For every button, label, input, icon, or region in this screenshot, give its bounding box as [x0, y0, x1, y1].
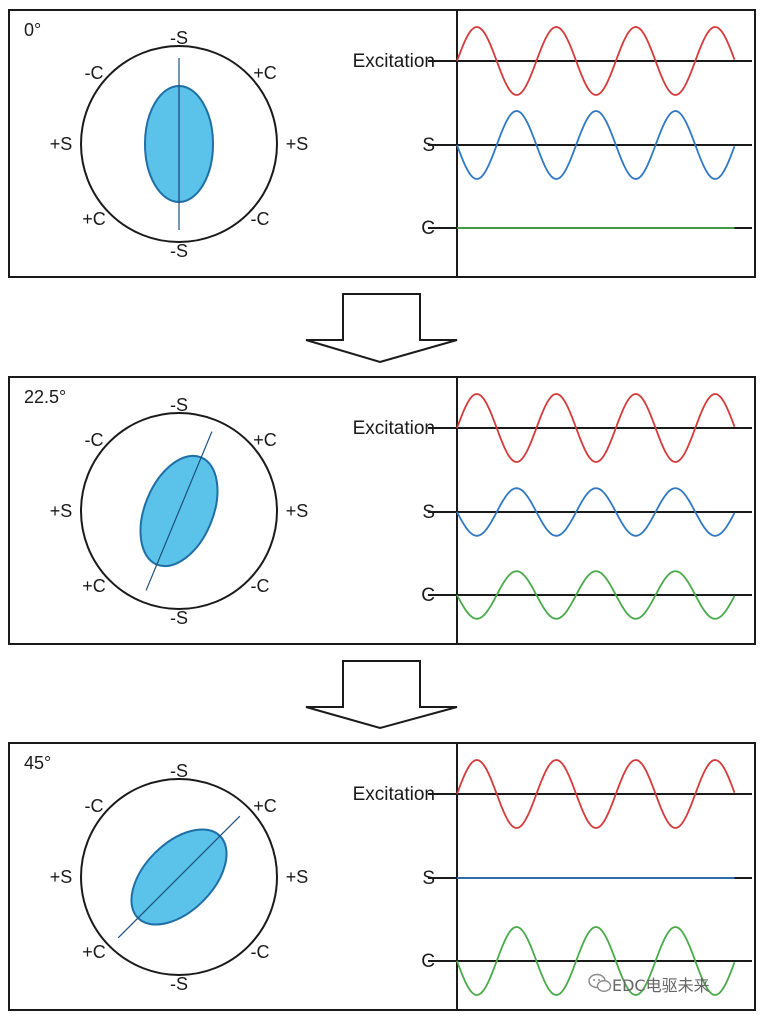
- ring-label-bottom: -S: [170, 974, 188, 994]
- excitation-label: Excitation: [353, 418, 435, 439]
- ring-label-top: -S: [170, 395, 188, 415]
- ring-label-top: -S: [170, 761, 188, 781]
- resolver-rotor-view: -S -S +S +S -C +C +C -C: [50, 395, 309, 628]
- ring-label-bottom: -S: [170, 608, 188, 628]
- excitation-wave: [456, 26, 736, 96]
- excitation-label: Excitation: [353, 784, 435, 805]
- resolver-rotor-view: -S -S +S +S -C +C +C -C: [50, 761, 309, 994]
- angle-label: 0°: [24, 20, 41, 40]
- stator-circle: [80, 412, 278, 610]
- ring-label-bottom-left: +C: [82, 942, 106, 962]
- panel-frame: [8, 742, 756, 1011]
- ring-label-right: +S: [286, 501, 309, 521]
- ring-label-bottom: -S: [170, 241, 188, 261]
- watermark: EDC电驱未来: [588, 973, 710, 995]
- down-arrow-0: [305, 293, 458, 364]
- signal-plot: Excitation S C: [353, 759, 752, 996]
- excitation-label: Excitation: [353, 51, 435, 72]
- panel-frame: [8, 9, 756, 278]
- ring-label-left: +S: [50, 867, 73, 887]
- ring-label-bottom-left: +C: [82, 576, 106, 596]
- ring-label-top: -S: [170, 28, 188, 48]
- excitation-wave: [456, 759, 736, 829]
- ring-label-right: +S: [286, 134, 309, 154]
- panel-2: 45° -S -S +S +S -C +C +C -C Excitation S…: [8, 742, 756, 1011]
- ring-label-left: +S: [50, 134, 73, 154]
- panel-0: 0° -S -S +S +S -C +C +C -C Excitation S …: [8, 9, 756, 278]
- ring-label-bottom-right: -C: [251, 942, 270, 962]
- ring-label-top-right: +C: [253, 63, 277, 83]
- rotor-axis-extension: [117, 815, 241, 939]
- ring-label-bottom-right: -C: [251, 209, 270, 229]
- signal-plot: Excitation S C: [353, 26, 752, 239]
- panel-frame: [8, 376, 756, 645]
- ring-label-top-left: -C: [85, 63, 104, 83]
- stator-circle: [80, 778, 278, 976]
- ring-label-top-right: +C: [253, 430, 277, 450]
- panel-1: 22.5° -S -S +S +S -C +C +C -C Excitation…: [8, 376, 756, 645]
- ring-label-top-left: -C: [85, 796, 104, 816]
- ring-label-left: +S: [50, 501, 73, 521]
- ring-label-right: +S: [286, 867, 309, 887]
- stator-circle: [80, 45, 278, 243]
- watermark-text: EDC电驱未来: [612, 976, 710, 995]
- angle-label: 22.5°: [24, 387, 66, 407]
- wechat-icon: [588, 973, 612, 993]
- s-wave: [456, 110, 736, 180]
- down-arrow-1: [305, 660, 458, 730]
- c-wave: [456, 570, 736, 620]
- angle-label: 45°: [24, 753, 51, 773]
- ring-label-bottom-left: +C: [82, 209, 106, 229]
- signal-plot: Excitation S C: [353, 393, 752, 620]
- c-wave: [456, 926, 736, 996]
- ring-label-bottom-right: -C: [251, 576, 270, 596]
- ring-label-top-right: +C: [253, 796, 277, 816]
- s-wave: [456, 487, 736, 537]
- excitation-wave: [456, 393, 736, 463]
- resolver-rotor-view: -S -S +S +S -C +C +C -C: [50, 28, 309, 261]
- rotor-axis-extension: [145, 431, 213, 591]
- ring-label-top-left: -C: [85, 430, 104, 450]
